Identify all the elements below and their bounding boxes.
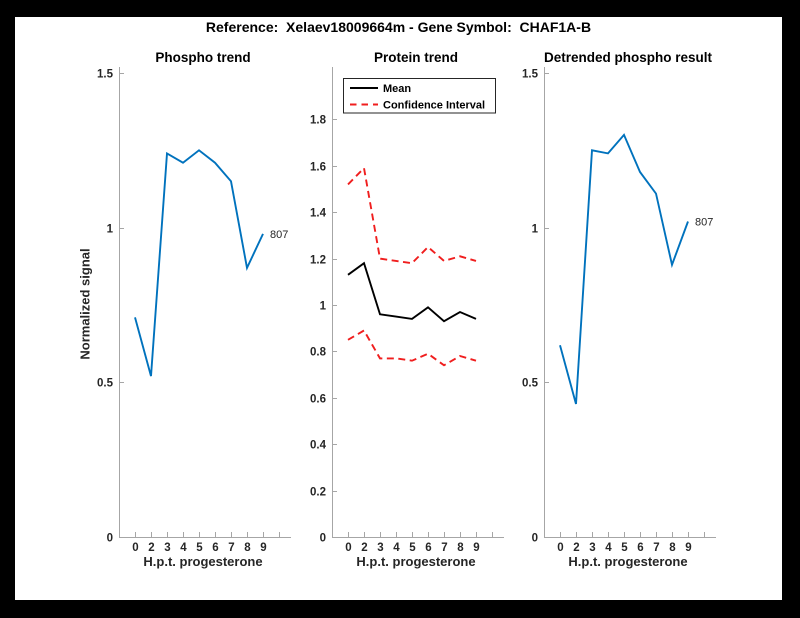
subplot-protein-trend: 00.20.40.60.811.21.41.61.80 2 3 4 5 6 7 8 9MeanC… (310, 67, 504, 554)
x-tick-label: 8 (244, 542, 251, 554)
subplot-title-phospho-trend: Phospho trend (155, 50, 251, 65)
x-tick-label: 5 (196, 542, 203, 554)
y-tick-label: 1.5 (522, 69, 539, 81)
x-tick-label: 5 (409, 542, 416, 554)
x-tick-label: 5 (621, 542, 628, 554)
y-tick-label: 1 (107, 224, 114, 236)
figure-title: Reference: Xelaev18009664m - Gene Symbol… (205, 19, 592, 35)
x-tick-label: 6 (425, 542, 431, 554)
legend-label-mean: Mean (383, 83, 411, 95)
figure-canvas: Reference: Xelaev18009664m - Gene Symbol… (15, 17, 782, 600)
y-tick-label: 1.2 (310, 255, 326, 267)
x-tick-label: 4 (393, 542, 400, 554)
x-tick-label: 0 (557, 542, 563, 554)
y-tick-label: 0.8 (310, 347, 327, 359)
x-tick-label: 6 (212, 542, 218, 554)
x-tick-label: 3 (377, 542, 383, 554)
x-tick-label: 3 (589, 542, 595, 554)
y-tick-label: 0 (320, 533, 326, 545)
y-tick-label: 0.6 (310, 394, 326, 406)
x-tick-label: 3 (164, 542, 170, 554)
y-tick-label: 0.2 (310, 487, 326, 499)
y-tick-label: 1.6 (310, 162, 326, 174)
x-tick-label: 8 (457, 542, 464, 554)
series-end-label: 807 (695, 216, 713, 228)
subplot-title-protein-trend: Protein trend (373, 50, 459, 65)
x-axis-label-phospho: H.p.t. progesterone (143, 554, 263, 569)
y-tick-label: 1.4 (310, 208, 327, 220)
y-tick-label: 0.5 (97, 378, 114, 390)
y-tick-label: 0.4 (310, 440, 327, 452)
x-tick-label: 8 (669, 542, 676, 554)
series-line-mean (347, 261, 477, 323)
series-line-confidence-interval-lower (347, 329, 477, 367)
x-tick-label: 6 (637, 542, 643, 554)
y-tick-label: 0 (107, 533, 113, 545)
y-tick-label: 1.5 (97, 69, 114, 81)
legend: Mean Confidence Interval (343, 78, 496, 114)
y-tick-label: 0.5 (522, 378, 539, 390)
legend-label-confidence-interval: Confidence Interval (383, 100, 485, 112)
x-tick-label: 4 (605, 542, 612, 554)
y-tick-label: 1 (532, 224, 539, 236)
legend-box (343, 78, 496, 114)
x-axis-label-protein: H.p.t. progesterone (356, 554, 476, 569)
series-line-confidence-interval-upper (347, 166, 477, 265)
series-line-phospho-signal (134, 149, 264, 377)
x-tick-label: 2 (148, 542, 154, 554)
x-tick-label: 4 (180, 542, 187, 554)
x-tick-label: 9 (473, 542, 479, 554)
x-tick-label: 9 (685, 542, 691, 554)
subplot-title-detrended-phospho-result: Detrended phospho result (543, 50, 713, 65)
y-tick-label: 0 (532, 533, 538, 545)
x-tick-label: 9 (260, 542, 266, 554)
y-tick-label: 1 (320, 301, 327, 313)
x-tick-label: 7 (228, 542, 234, 554)
x-tick-label: 7 (441, 542, 447, 554)
plots-svg: 00.511.50 2 3 4 5 6 7 8 980700.20.40.60.811.21.4… (97, 67, 716, 554)
x-tick-label: 2 (361, 542, 367, 554)
x-tick-label: 7 (653, 542, 659, 554)
y-tick-label: 1.8 (310, 115, 327, 127)
x-axis-label-detrended: H.p.t. progesterone (568, 554, 688, 569)
series-end-label: 807 (270, 229, 288, 241)
series-line-detrended-phospho-signal (559, 133, 689, 405)
x-tick-label: 0 (345, 542, 351, 554)
x-tick-label: 2 (573, 542, 579, 554)
x-tick-label: 0 (132, 542, 138, 554)
